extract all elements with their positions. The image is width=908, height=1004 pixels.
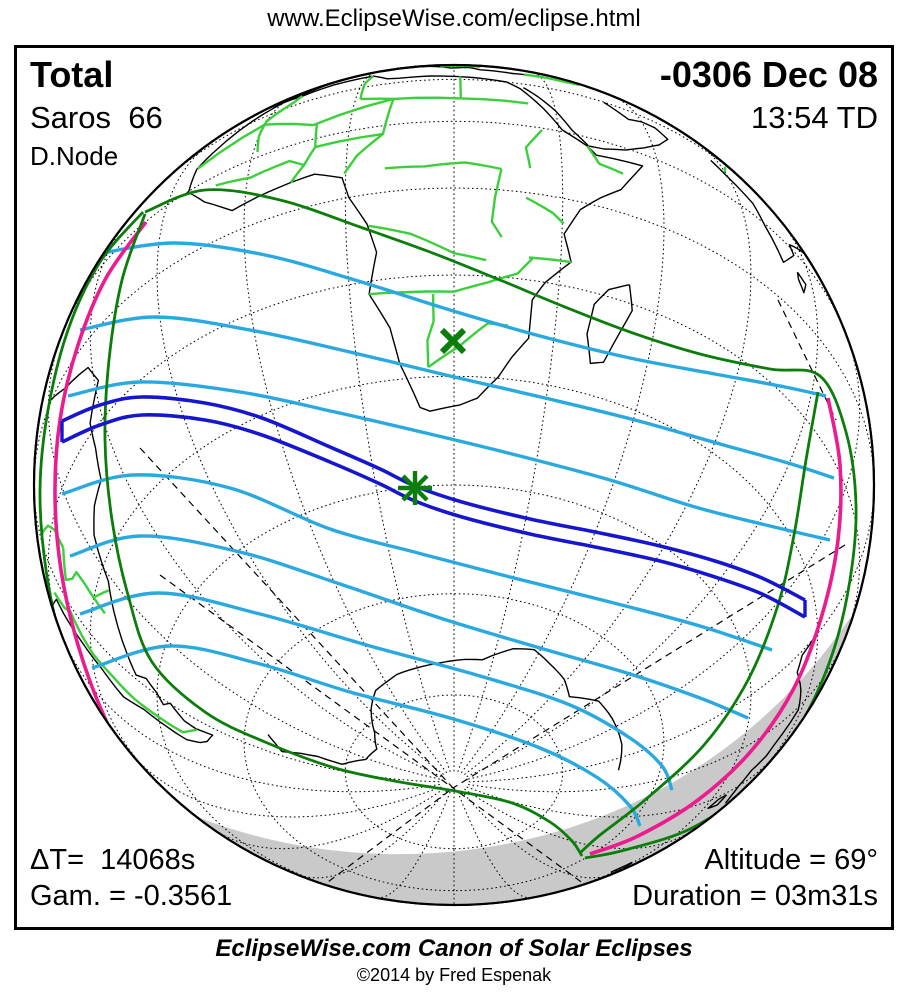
outline-curve-3 [67, 380, 831, 542]
eclipse-time-label: 13:54 TD [751, 100, 878, 135]
morocco-algeria-border [256, 95, 304, 153]
eclipse-date-label: -0306 Dec 08 [659, 54, 878, 95]
egypt-libya-border [459, 76, 462, 99]
graticule-lines [35, 66, 873, 904]
sahel-borders [197, 97, 394, 170]
west-africa-borders [215, 159, 305, 187]
tanzania-mozambique-border [528, 256, 572, 264]
duration-label: Duration = 03m31s [632, 880, 878, 912]
altitude-label: Altitude = 69° [704, 844, 878, 876]
india-coast [710, 159, 805, 263]
outline-curve-6 [79, 591, 674, 791]
niger-chad-borders [314, 98, 395, 149]
sudan-ethiopia-border [524, 129, 543, 169]
saros-label: Saros 66 [30, 100, 163, 135]
footer-title: EclipseWise.com Canon of Solar Eclipses [215, 935, 693, 962]
altitude-dash-w [159, 574, 454, 789]
madagascar-coast [586, 284, 633, 365]
egypt-sudan-border [460, 97, 529, 105]
east-riseset-curve [589, 397, 843, 856]
libya-south-border [360, 96, 461, 101]
australia-south-coast [724, 637, 815, 804]
south-america-coast [49, 366, 214, 744]
arabia-coast [588, 101, 669, 151]
red-sea-east-coast [523, 86, 590, 147]
gamma-label: Gam. = -0.3561 [30, 880, 233, 912]
limb-dash-ne [777, 299, 837, 421]
car-south-border [384, 161, 502, 171]
kenya-tanzania-border [525, 196, 565, 225]
south-penumbral-limit [103, 213, 584, 857]
tunisia-algeria-border [359, 75, 375, 100]
outline-curve-2 [79, 315, 835, 480]
cameroon-border [343, 133, 384, 175]
footer-credit: ©2014 by Fred Espenak [356, 965, 552, 985]
outline-curve-5 [69, 534, 749, 720]
undefined [398, 471, 432, 505]
antarctica-coast [267, 648, 623, 771]
outline-curve-7 [91, 644, 642, 827]
altitude-dash-nw [139, 447, 454, 789]
paraguay-borders [62, 547, 106, 615]
angola-zambia-border [369, 290, 455, 296]
africa-coast [187, 75, 644, 412]
ethiopia-somalia-border [586, 145, 624, 175]
outline-curve-4 [61, 473, 773, 652]
outline-curve-1 [96, 241, 827, 398]
tasmania-coast [707, 794, 728, 809]
anatolia-borders [523, 73, 580, 87]
eclipse-type-label: Total [30, 54, 114, 95]
page-url-text: www.EclipseWise.com/eclipse.html [267, 5, 641, 32]
namibia-east-border [426, 294, 435, 368]
altitude-dash-se [452, 787, 611, 904]
uruguay-brazil-border [94, 589, 110, 598]
delta-t-label: ΔT= 14068s [30, 844, 196, 876]
sri-lanka-coast [796, 271, 807, 294]
node-label: D.Node [30, 141, 119, 171]
drc-east-border [490, 168, 503, 238]
angola-drc-border [368, 224, 487, 262]
altitude-dash-sw [299, 787, 454, 904]
undefined [439, 327, 467, 355]
zambezi-borders [453, 257, 534, 293]
earth-limb [32, 63, 876, 907]
east-limb-limit [579, 391, 820, 855]
